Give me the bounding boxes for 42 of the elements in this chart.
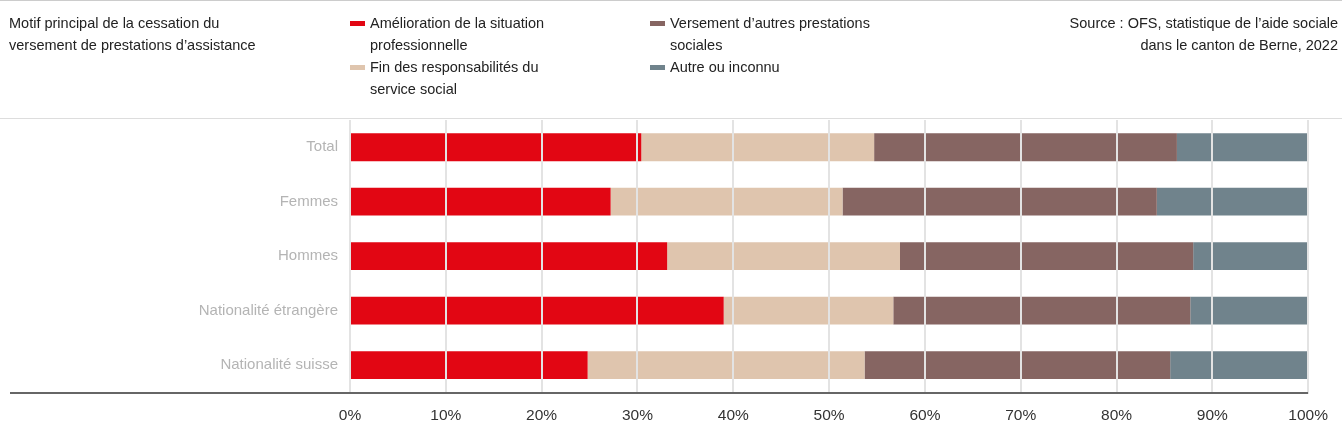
bar — [587, 351, 865, 380]
bar — [874, 133, 1177, 162]
bar — [1193, 242, 1309, 271]
bar — [723, 296, 894, 325]
bar — [1190, 296, 1309, 325]
bar — [351, 187, 611, 216]
bar — [351, 133, 642, 162]
bar — [893, 296, 1191, 325]
legend-label: Autre ou inconnu — [670, 59, 780, 75]
y-tick-label: Nationalité étrangère — [198, 300, 338, 318]
bar — [842, 187, 1157, 216]
bar — [351, 351, 588, 380]
bar — [351, 242, 668, 271]
x-tick-label: 20% — [526, 405, 558, 423]
bar — [1176, 133, 1309, 162]
bar — [864, 351, 1171, 380]
y-tick-label: Hommes — [277, 246, 338, 264]
x-tick-label: 30% — [621, 405, 654, 423]
x-tick-label: 90% — [1196, 405, 1229, 423]
x-tick-label: 0% — [338, 405, 362, 423]
x-tick-label: 50% — [813, 405, 845, 423]
bar — [667, 242, 900, 271]
y-tick-label: Nationalité suisse — [220, 355, 338, 373]
x-tick-label: 80% — [1101, 405, 1133, 423]
legend-label: Amélioration de la situation professionnelle — [370, 15, 545, 53]
y-tick-label: Total — [306, 137, 338, 155]
source-note: Source : OFS, statistique de l’aide sociale dans le canton de Berne, 2022 — [1068, 14, 1338, 55]
legend-label: Fin des responsabilités du service social — [370, 59, 539, 97]
bar — [899, 242, 1194, 271]
text: Motif principal de la cessation du versement de prestations d’assistance — [9, 14, 257, 55]
x-tick-label: 100% — [1288, 405, 1329, 423]
bar — [1156, 187, 1309, 216]
x-tick-label: 40% — [717, 405, 749, 423]
x-tick-label: 70% — [1005, 405, 1037, 423]
bar — [610, 187, 843, 216]
bar — [351, 296, 724, 325]
legend-label: Versement d’autres prestations sociales — [670, 15, 870, 53]
x-tick-label: 60% — [909, 405, 941, 423]
bar — [1170, 351, 1309, 380]
bar — [641, 133, 875, 162]
y-tick-label: Femmes — [279, 191, 338, 209]
x-tick-label: 10% — [430, 405, 462, 423]
